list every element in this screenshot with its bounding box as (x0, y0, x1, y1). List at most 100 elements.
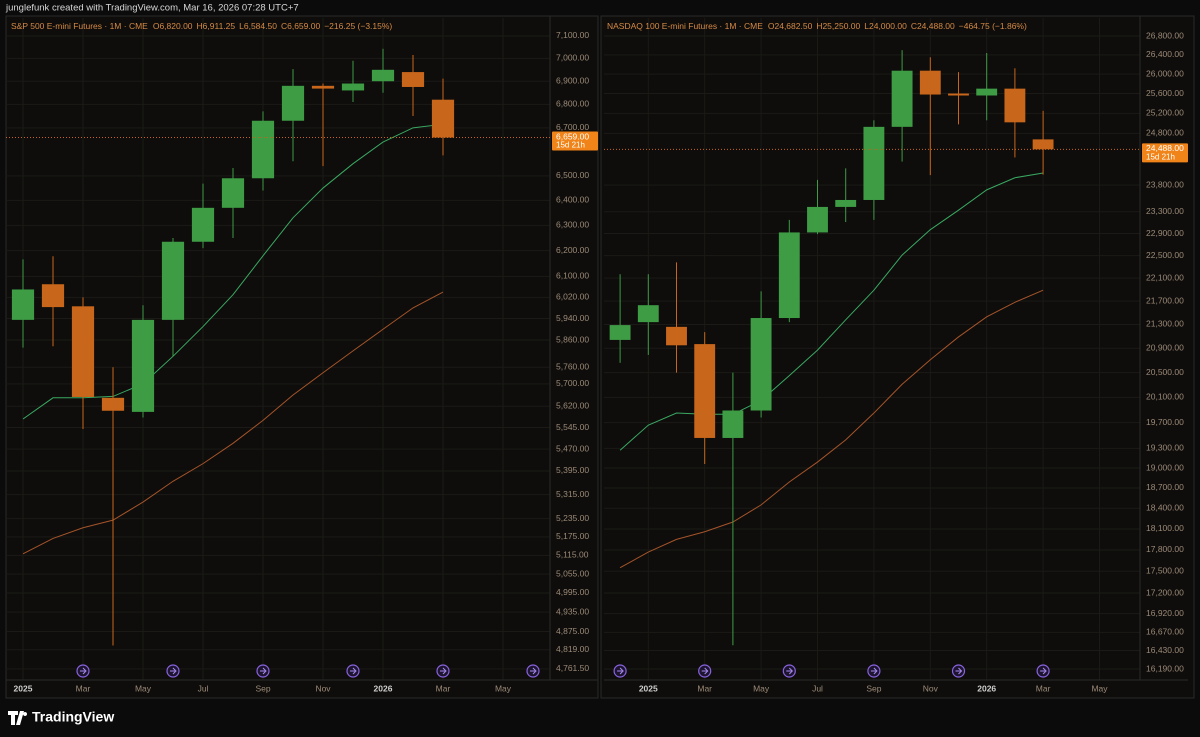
ohlc-value: O24,682.50 (768, 21, 813, 31)
event-icon-arrow (870, 667, 878, 675)
candle-body (341, 83, 365, 91)
ohlc-value: L24,000.00 (864, 21, 907, 31)
last-price-label: 6,659.00 (556, 131, 589, 141)
event-icon-arrow (80, 667, 87, 675)
ohlc-value: C24,488.00 (911, 21, 955, 31)
y-tick-label: 25,200.00 (1146, 108, 1184, 118)
x-tick-label: Sep (866, 683, 881, 693)
y-tick-label: 5,860.00 (556, 334, 589, 344)
candle-body (722, 410, 744, 438)
y-tick-label: 26,800.00 (1146, 30, 1184, 40)
y-tick-label: 6,200.00 (556, 245, 589, 255)
y-tick-label: 18,100.00 (1146, 523, 1184, 533)
ohlc-value: H25,250.00 (816, 21, 860, 31)
x-tick-label: May (135, 683, 152, 693)
y-tick-label: 6,300.00 (556, 220, 589, 230)
moving-average-line (22, 123, 444, 420)
x-tick-label: 2026 (977, 683, 996, 693)
symbol: NASDAQ 100 E-mini Futures · 1M · CME (607, 21, 763, 31)
candle-body (191, 207, 215, 242)
candle-body (401, 72, 425, 87)
panel (5, 15, 599, 699)
event-icon-arrow (530, 667, 537, 675)
y-tick-label: 5,545.00 (556, 422, 589, 432)
candle-body (637, 305, 659, 323)
candle-body (41, 284, 65, 308)
candle-body (251, 120, 275, 179)
chart-header: NASDAQ 100 E-mini Futures · 1M · CME O24,… (607, 21, 1027, 31)
y-tick-label: 16,430.00 (1146, 645, 1184, 655)
x-tick-label: 2025 (639, 683, 658, 693)
y-tick-label: 26,400.00 (1146, 49, 1184, 59)
moving-average-line (22, 291, 444, 555)
x-tick-label: May (1091, 683, 1108, 693)
y-tick-label: 4,995.00 (556, 587, 589, 597)
y-tick-label: 6,400.00 (556, 195, 589, 205)
candle-body (750, 318, 772, 411)
brand: TradingView (32, 709, 114, 725)
y-tick-label: 7,100.00 (556, 30, 589, 40)
x-tick-label: May (495, 683, 512, 693)
y-tick-label: 5,620.00 (556, 400, 589, 410)
y-tick-label: 5,175.00 (556, 531, 589, 541)
y-tick-label: 22,900.00 (1146, 228, 1184, 238)
y-tick-label: 4,819.00 (556, 644, 589, 654)
y-tick-label: 22,100.00 (1146, 272, 1184, 282)
x-tick-label: Mar (697, 683, 712, 693)
candle-body (948, 93, 969, 96)
y-tick-label: 6,700.00 (556, 122, 589, 132)
x-tick-label: Jul (198, 683, 209, 693)
last-price-label: 24,488.00 (1146, 143, 1184, 153)
y-tick-label: 5,470.00 (556, 443, 589, 453)
symbol: S&P 500 E-mini Futures · 1M · CME (11, 21, 148, 31)
moving-average-line (619, 289, 1044, 569)
candle-body (835, 199, 857, 207)
candle-body (371, 69, 395, 82)
ohlc-value: L6,584.50 (239, 21, 277, 31)
y-tick-label: 16,190.00 (1146, 663, 1184, 673)
y-tick-label: 22,500.00 (1146, 250, 1184, 260)
candle-body (431, 99, 455, 138)
y-tick-label: 20,500.00 (1146, 367, 1184, 377)
event-icon-arrow (350, 667, 357, 675)
candle-body (1032, 139, 1054, 150)
x-tick-label: Sep (255, 683, 270, 693)
y-tick-label: 25,600.00 (1146, 88, 1184, 98)
candle-body (919, 70, 941, 95)
event-icon-arrow (1040, 667, 1047, 675)
y-tick-label: 17,800.00 (1146, 544, 1184, 554)
candle-body (11, 289, 35, 320)
y-tick-label: 7,000.00 (556, 53, 589, 63)
y-tick-label: 19,700.00 (1146, 417, 1184, 427)
logo-mark (8, 711, 28, 725)
y-tick-label: 16,670.00 (1146, 627, 1184, 637)
y-tick-label: 19,000.00 (1146, 462, 1184, 472)
y-tick-label: 5,115.00 (556, 550, 589, 560)
ohlc-value: −464.75 (−1.86%) (959, 21, 1027, 31)
last-price-box (1142, 143, 1188, 163)
x-tick-label: May (753, 683, 770, 693)
y-tick-label: 18,700.00 (1146, 482, 1184, 492)
candle-body (311, 85, 335, 89)
y-tick-label: 5,235.00 (556, 513, 589, 523)
event-icon-arrow (786, 667, 794, 675)
y-tick-label: 6,100.00 (556, 271, 589, 281)
y-tick-label: 6,900.00 (556, 75, 589, 85)
candle-body (891, 70, 913, 127)
candle-body (101, 397, 125, 411)
event-icon-arrow (955, 667, 963, 675)
y-tick-label: 4,875.00 (556, 626, 589, 636)
candle-body (778, 232, 800, 319)
y-tick-label: 5,315.00 (556, 489, 589, 499)
y-tick-label: 20,900.00 (1146, 343, 1184, 353)
candle-body (807, 206, 828, 233)
y-tick-label: 5,395.00 (556, 465, 589, 475)
y-tick-label: 20,100.00 (1146, 392, 1184, 402)
logo: TradingView (8, 709, 114, 725)
candle-body (976, 88, 998, 96)
x-tick-label: Mar (436, 683, 451, 693)
y-tick-label: 18,400.00 (1146, 503, 1184, 513)
y-tick-label: 4,761.50 (556, 663, 589, 673)
candle-body (863, 126, 885, 200)
